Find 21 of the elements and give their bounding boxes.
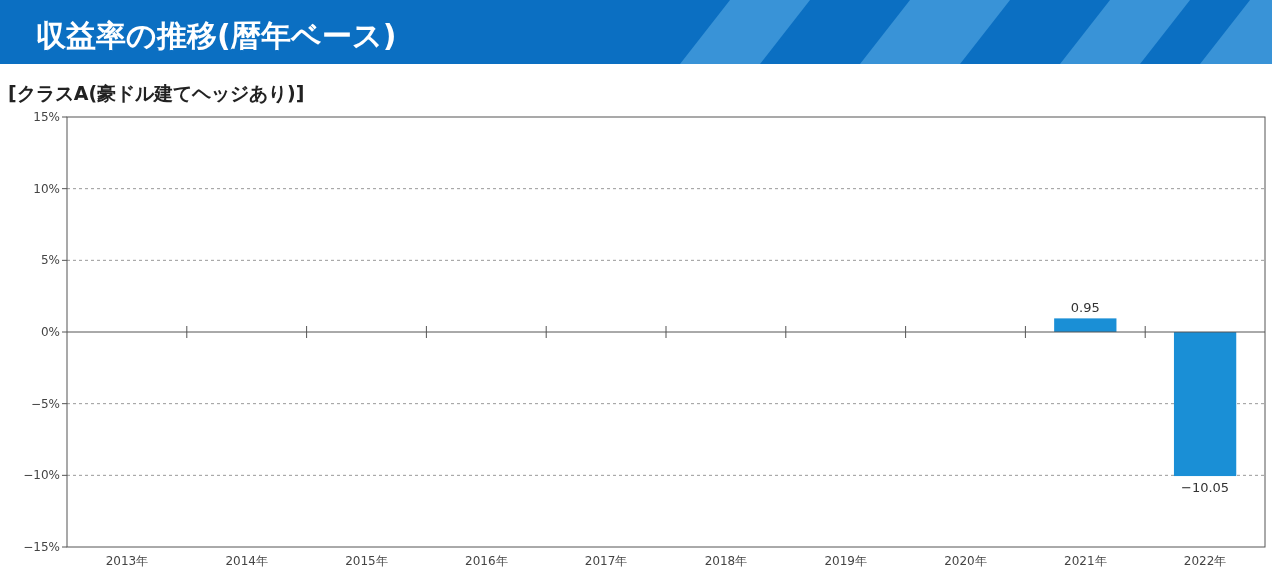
- chart-title: 収益率の推移(暦年ベース): [36, 18, 397, 53]
- x-tick-label: 2014年: [225, 554, 268, 568]
- x-tick-label: 2017年: [584, 554, 628, 568]
- y-tick-label: −5%: [30, 396, 60, 411]
- y-tick-label: 15%: [33, 110, 60, 124]
- x-tick-label: 2022年: [1183, 554, 1227, 568]
- y-tick-label: 10%: [33, 181, 60, 196]
- x-tick-label: 2020年: [944, 554, 987, 568]
- chart-subtitle: [クラスA(豪ドル建てヘッジあり)]: [8, 82, 305, 104]
- x-tick-label: 2021年: [1064, 554, 1107, 568]
- y-tick-label: 0%: [40, 325, 60, 339]
- x-tick-label: 2015年: [345, 554, 388, 568]
- x-tick-label: 2019年: [824, 554, 867, 568]
- x-tick-label: 2018年: [704, 554, 748, 568]
- x-tick-label: 2013年: [105, 554, 149, 568]
- y-tick-label: −10%: [23, 468, 60, 483]
- x-tick-label: 2016年: [465, 554, 508, 568]
- y-tick-label: 5%: [40, 253, 60, 268]
- data-label: −10.05: [1181, 480, 1230, 496]
- data-label: 0.95: [1070, 300, 1100, 316]
- y-tick-label: −15%: [23, 540, 60, 554]
